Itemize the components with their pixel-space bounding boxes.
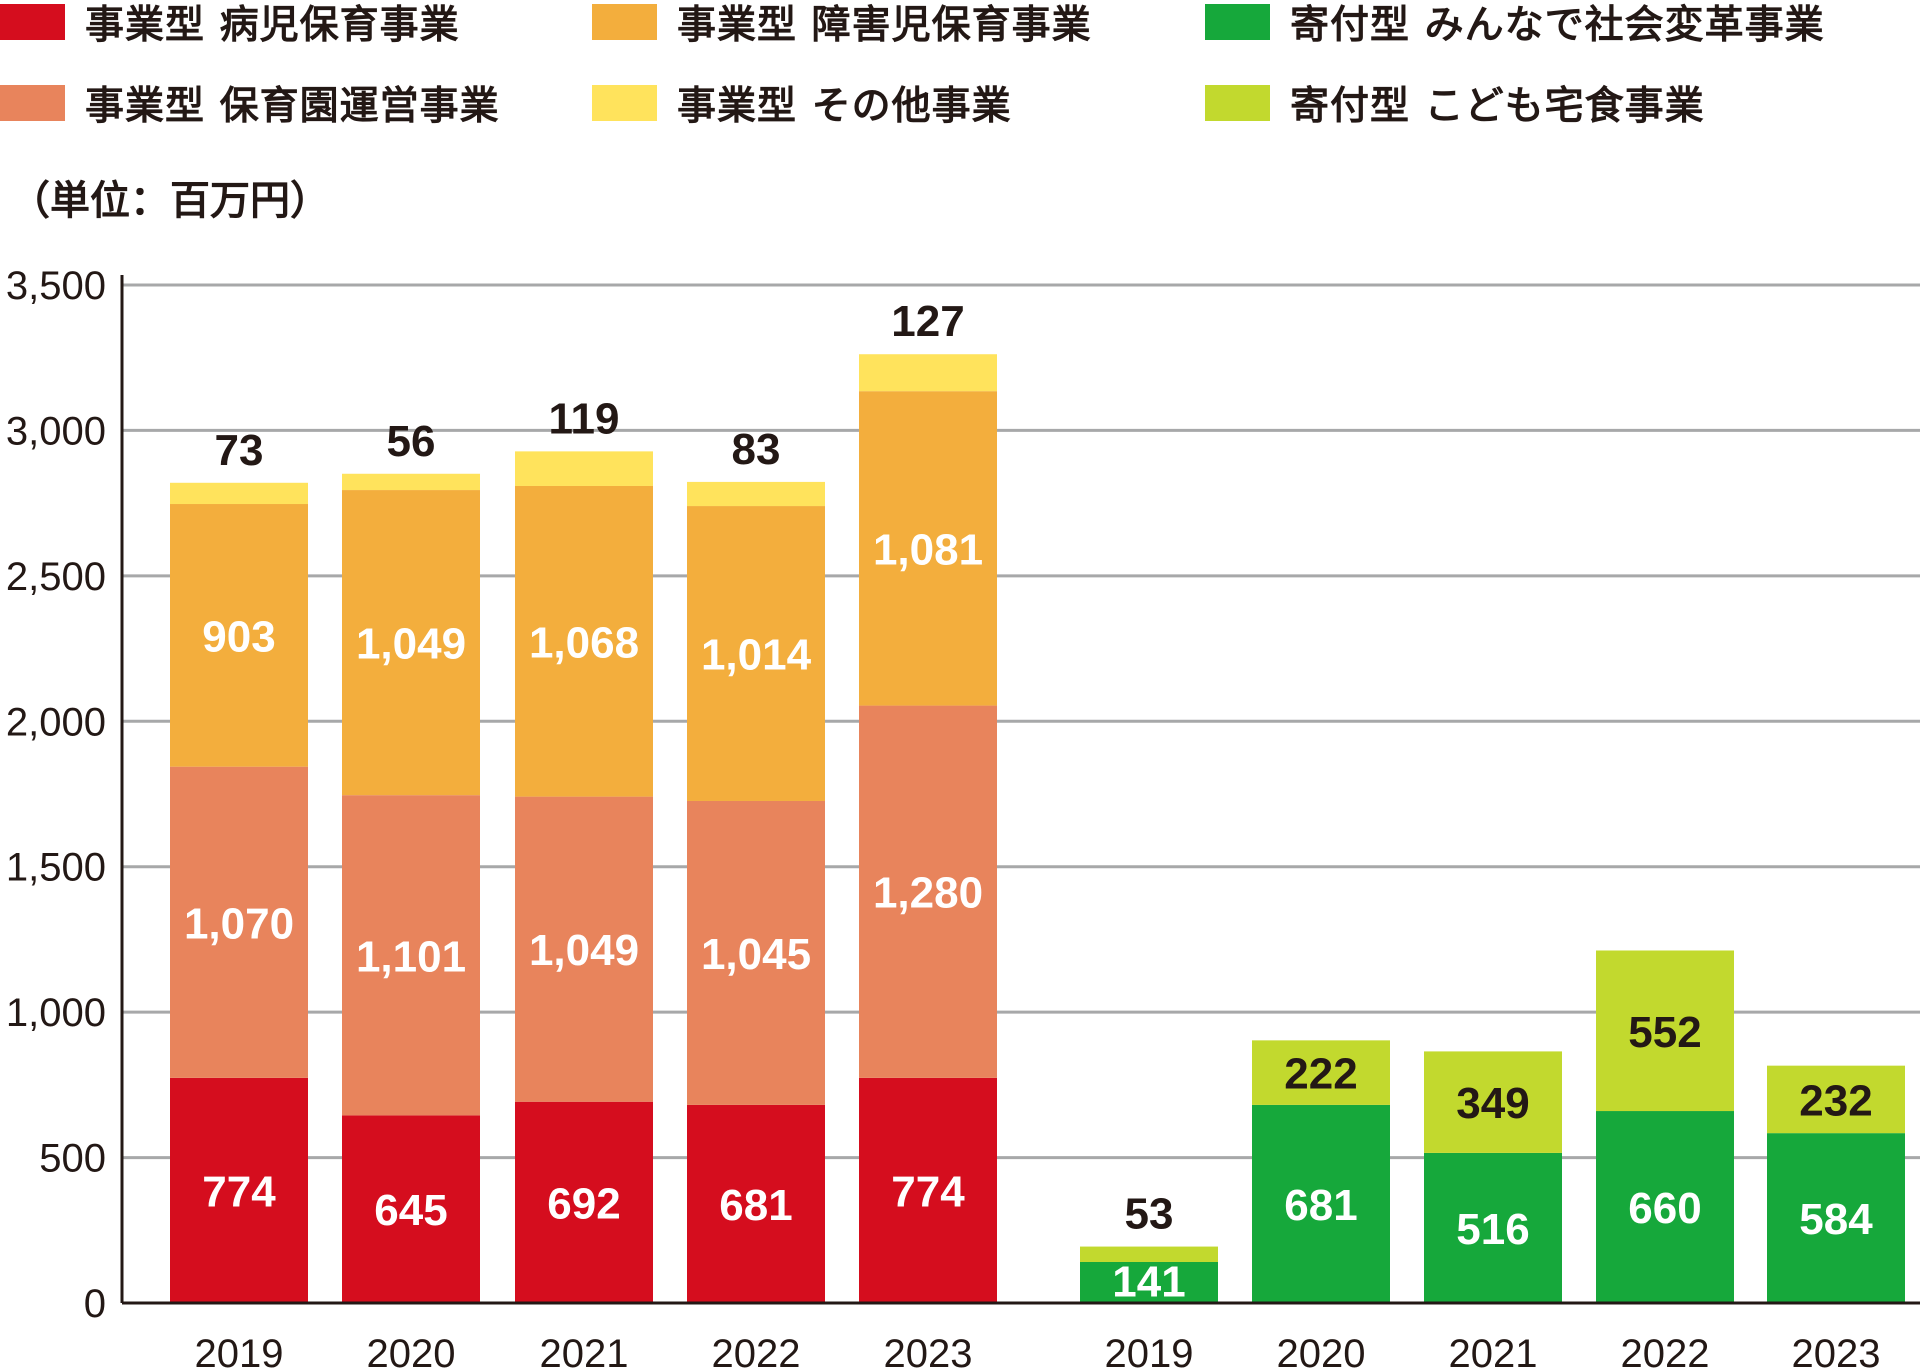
bar-segment (342, 473, 480, 491)
bar-segment (342, 490, 480, 796)
data-label: 1,070 (184, 899, 294, 948)
data-label: 222 (1284, 1050, 1357, 1099)
bar-segment (687, 481, 825, 507)
legend-label: 事業型 保育園運営事業 (85, 84, 500, 129)
x-tick-label: 2023 (884, 1332, 973, 1371)
bar-segment (1252, 1040, 1390, 1105)
bar-segment (342, 795, 480, 1116)
x-tick-label: 2020 (367, 1332, 456, 1371)
bar-segment (515, 485, 653, 797)
data-label: 584 (1799, 1195, 1873, 1244)
bar-segment (515, 1101, 653, 1303)
data-label: 552 (1628, 1008, 1701, 1057)
y-tick-label: 500 (39, 1137, 106, 1181)
x-tick-label: 2021 (1449, 1332, 1538, 1371)
data-label: 681 (1284, 1181, 1357, 1230)
legend-item-sick-child-care: 事業型 病児保育事業 (0, 0, 460, 48)
legend-item-disabled-child-care: 事業型 障害児保育事業 (592, 0, 1092, 48)
legend-swatch (592, 4, 657, 40)
legend-item-meal-delivery: 寄付型 こども宅食事業 (1205, 78, 1705, 129)
data-label: 1,045 (701, 930, 811, 979)
data-label: 1,049 (356, 620, 466, 669)
data-label: 774 (891, 1167, 965, 1216)
data-label: 1,068 (529, 618, 639, 667)
bar-segment (170, 766, 308, 1078)
bar-segment (1596, 1111, 1734, 1303)
y-tick-label: 1,500 (6, 846, 106, 890)
bar-segment (1252, 1104, 1390, 1303)
legend-swatch (0, 85, 65, 121)
legend-label: 事業型 障害児保育事業 (677, 3, 1092, 48)
bar-segment (1080, 1261, 1218, 1303)
data-label: 83 (732, 425, 781, 474)
y-tick-label: 0 (84, 1282, 106, 1326)
bar-segment (859, 391, 997, 706)
bar-segment (1767, 1065, 1905, 1134)
data-label: 349 (1456, 1079, 1529, 1128)
legend-label: 事業型 病児保育事業 (85, 3, 460, 48)
legend-label: 寄付型 みんなで社会変革事業 (1290, 3, 1825, 48)
legend-item-nursery-operation: 事業型 保育園運営事業 (0, 78, 500, 129)
x-tick-label: 2022 (1621, 1332, 1710, 1371)
legend-swatch (1205, 4, 1270, 40)
bar-segment (1424, 1051, 1562, 1153)
bar-segment (342, 1115, 480, 1303)
x-tick-label: 2021 (540, 1332, 629, 1371)
data-label: 119 (549, 394, 620, 443)
data-label: 141 (1112, 1257, 1185, 1306)
data-label: 1,081 (873, 525, 983, 574)
bar-segment (859, 705, 997, 1078)
legend-swatch (592, 85, 657, 121)
data-label: 903 (202, 612, 275, 661)
data-label: 681 (719, 1181, 792, 1230)
bar-segment (1424, 1152, 1562, 1303)
data-label: 1,049 (529, 926, 639, 975)
data-label: 127 (891, 297, 964, 346)
bar-segment (859, 1077, 997, 1303)
bar-segment (859, 354, 997, 392)
bar-segment (687, 506, 825, 801)
y-tick-label: 3,500 (6, 264, 106, 308)
y-tick-label: 2,500 (6, 555, 106, 599)
data-label: 232 (1799, 1076, 1872, 1125)
data-label: 692 (547, 1179, 620, 1228)
legend-swatch (1205, 85, 1270, 121)
bar-segment (1596, 950, 1734, 1112)
bar-segment (515, 796, 653, 1102)
bar-segment (687, 1104, 825, 1303)
y-tick-label: 2,000 (6, 700, 106, 744)
x-tick-label: 2023 (1792, 1332, 1881, 1371)
x-tick-label: 2019 (1105, 1332, 1194, 1371)
bar-segment (687, 800, 825, 1105)
chart-legend: 事業型 病児保育事業 事業型 障害児保育事業 寄付型 みんなで社会変革事業 事業… (0, 0, 1920, 130)
bar-segment (515, 451, 653, 486)
bar-segment (1767, 1133, 1905, 1303)
data-label: 1,101 (356, 932, 466, 981)
legend-label: 寄付型 こども宅食事業 (1290, 84, 1705, 129)
data-label: 645 (374, 1186, 447, 1235)
legend-swatch (0, 4, 65, 40)
data-label: 56 (387, 417, 436, 466)
x-tick-label: 2020 (1277, 1332, 1366, 1371)
data-label: 660 (1628, 1184, 1701, 1233)
bar-segment (1080, 1246, 1218, 1262)
data-label: 774 (202, 1167, 276, 1216)
y-tick-label: 1,000 (6, 991, 106, 1035)
legend-label: 事業型 その他事業 (677, 84, 1012, 129)
data-label: 53 (1125, 1190, 1174, 1239)
x-tick-label: 2022 (712, 1332, 801, 1371)
data-label: 1,014 (701, 631, 812, 680)
bar-segment (170, 482, 308, 505)
bar-segment (170, 504, 308, 767)
data-label: 516 (1456, 1205, 1529, 1254)
bar-segment (170, 1077, 308, 1303)
legend-item-other-business: 事業型 その他事業 (592, 78, 1012, 129)
legend-item-social-change: 寄付型 みんなで社会変革事業 (1205, 0, 1825, 48)
x-tick-label: 2019 (195, 1332, 284, 1371)
y-tick-label: 3,000 (6, 409, 106, 453)
unit-label: （単位：百万円） (10, 178, 330, 224)
data-label: 1,280 (873, 869, 983, 918)
data-label: 73 (215, 426, 264, 475)
